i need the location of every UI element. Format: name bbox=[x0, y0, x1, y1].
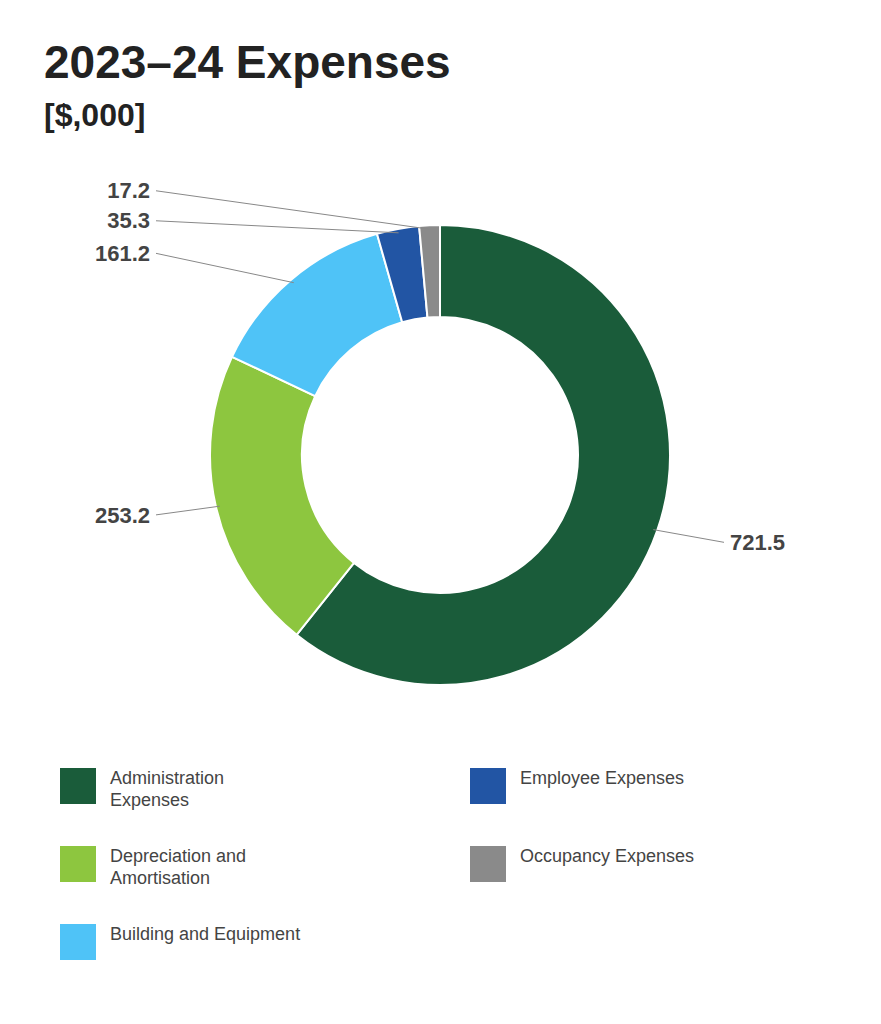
legend-item: Depreciation andAmortisation bbox=[60, 846, 246, 888]
legend-label: Depreciation andAmortisation bbox=[110, 846, 246, 888]
legend-item: Building and Equipment bbox=[60, 924, 300, 960]
legend-item: AdministrationExpenses bbox=[60, 768, 224, 810]
data-label: 161.2 bbox=[95, 241, 150, 266]
legend-label: Employee Expenses bbox=[520, 768, 684, 788]
legend-swatch bbox=[60, 846, 96, 882]
data-label: 35.3 bbox=[107, 208, 150, 233]
leader-line bbox=[156, 506, 220, 515]
legend-item: Occupancy Expenses bbox=[470, 846, 694, 882]
data-label: 721.5 bbox=[730, 530, 785, 555]
data-label: 253.2 bbox=[95, 503, 150, 528]
leader-line bbox=[156, 253, 294, 282]
data-labels: 721.5 253.2 161.2 35.3 17.2 bbox=[95, 178, 785, 555]
legend: AdministrationExpenses Depreciation andAm… bbox=[60, 768, 694, 960]
donut bbox=[210, 225, 670, 685]
legend-item: Employee Expenses bbox=[470, 768, 684, 804]
title: 2023–24 Expenses bbox=[44, 36, 451, 88]
subtitle: [$,000] bbox=[44, 97, 145, 133]
legend-swatch bbox=[60, 768, 96, 804]
legend-label: Occupancy Expenses bbox=[520, 846, 694, 866]
slice bbox=[419, 225, 440, 318]
legend-swatch bbox=[470, 768, 506, 804]
legend-label: AdministrationExpenses bbox=[110, 768, 224, 810]
slice bbox=[210, 357, 354, 635]
leader-line bbox=[653, 530, 724, 543]
legend-label: Building and Equipment bbox=[110, 924, 300, 944]
data-label: 17.2 bbox=[107, 178, 150, 203]
legend-swatch bbox=[470, 846, 506, 882]
leader-line bbox=[156, 221, 399, 233]
leader-line bbox=[156, 191, 430, 229]
chart: 2023–24 Expenses [$,000] 721.5 253.2 161.2 35… bbox=[0, 0, 881, 1024]
legend-swatch bbox=[60, 924, 96, 960]
slice bbox=[232, 234, 402, 396]
